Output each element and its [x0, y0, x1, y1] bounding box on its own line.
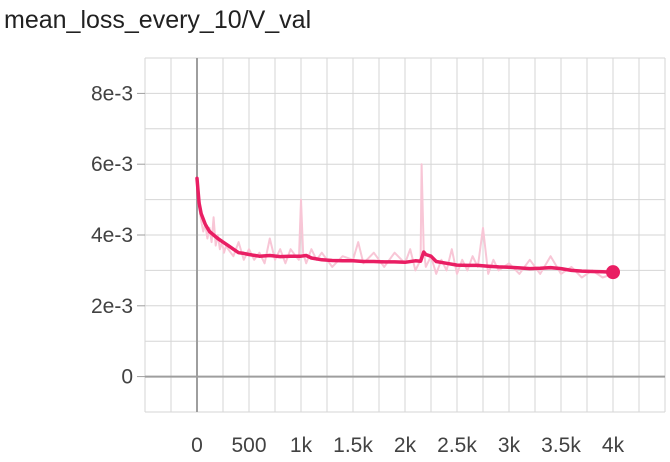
x-tick-label: 4k — [602, 434, 625, 457]
x-tick-label: 1k — [290, 434, 313, 457]
x-tick-label: 2k — [394, 434, 417, 457]
grid-lines — [144, 57, 666, 413]
smoothed-series — [195, 176, 620, 280]
y-tick-label: 4e-3 — [91, 224, 133, 247]
chart-title: mean_loss_every_10/V_val — [4, 6, 312, 34]
axes — [137, 58, 665, 412]
x-tick-label: 3k — [498, 434, 521, 457]
x-tick-label: 3.5k — [541, 434, 581, 457]
y-tick-label: 6e-3 — [91, 153, 133, 176]
y-tick-label: 8e-3 — [91, 82, 133, 105]
y-tick-label: 2e-3 — [91, 295, 133, 318]
last-point-marker — [606, 265, 620, 280]
x-tick-label: 500 — [231, 434, 266, 457]
x-tick-label: 0 — [191, 434, 203, 457]
y-tick-label: 0 — [121, 366, 133, 389]
x-tick-label: 2.5k — [437, 434, 477, 457]
x-tick-label: 1.5k — [333, 434, 373, 457]
tick-labels: 0 2e-3 4e-3 6e-3 8e-3 0 500 1k 1.5k 2k 2.5k 3k 3.5k 4… — [91, 82, 625, 457]
smoothed-series-line — [195, 176, 615, 274]
